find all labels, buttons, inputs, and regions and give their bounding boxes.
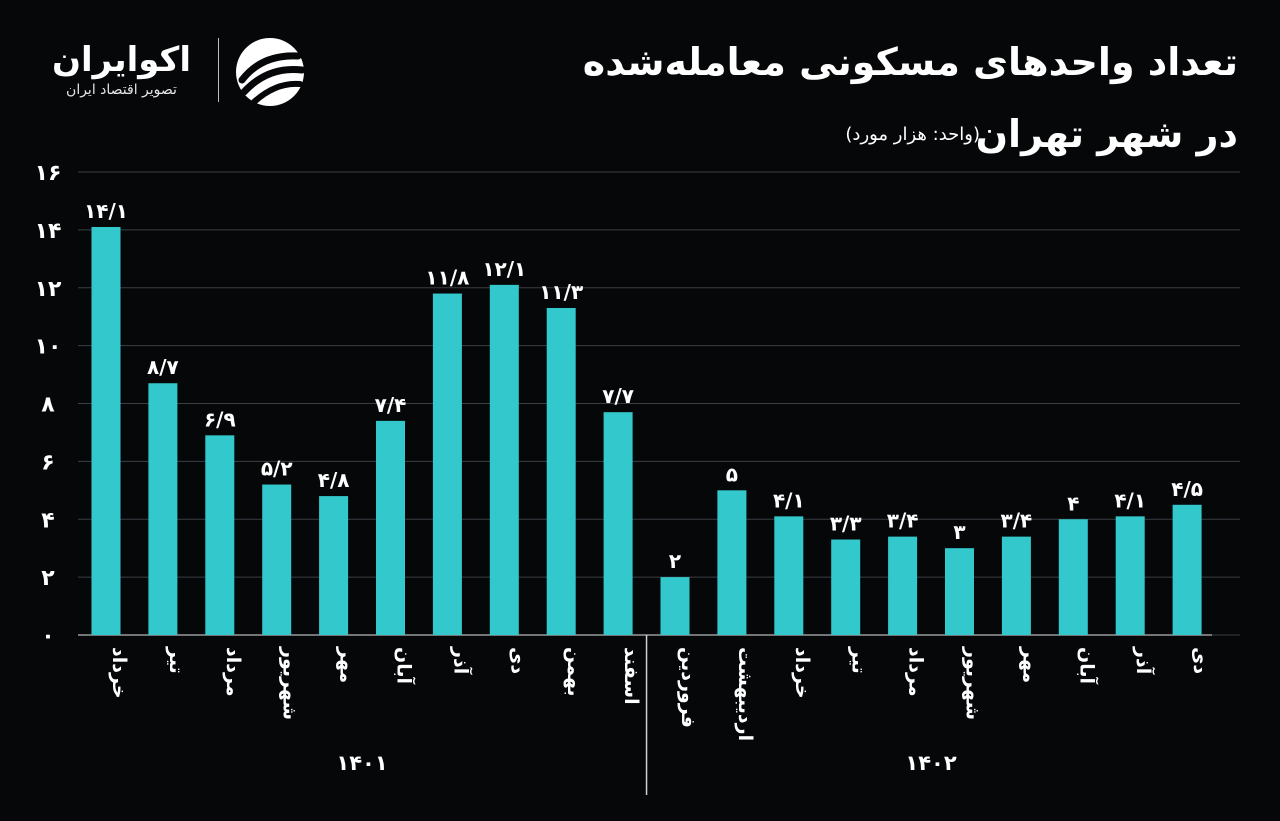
bar [205,435,235,635]
x-category-label: مرداد [222,647,244,697]
x-category-label: مرداد [905,647,927,697]
y-tick-label: ۱۰ [35,335,62,360]
y-tick-label: ۰ [41,624,54,649]
bar [831,539,861,635]
brand-swirl-icon [236,38,306,106]
bar [1172,504,1202,635]
chart-title-line1: تعداد واحدهای مسکونی معامله‌شده [582,40,1238,84]
x-category-label: مهر [1018,646,1040,683]
x-category-label: شهریور [962,646,984,720]
bar-value-label: ۱۲/۱ [482,257,526,281]
brand-name: اکوایران [52,40,191,80]
x-category-label: تیر [848,646,870,674]
y-tick-label: ۱۶ [35,161,62,186]
y-tick-label: ۱۴ [35,219,62,244]
bar-value-label: ۷/۷ [602,384,634,408]
bar-value-label: ۳/۳ [830,512,862,536]
bar-value-label: ۵/۲ [261,457,293,481]
bar-value-label: ۳/۴ [1001,509,1033,533]
x-category-label: اردیبهشت [734,647,756,741]
bar-value-label: ۳/۴ [887,509,919,533]
bar [888,536,918,635]
year-group-label: ۱۴۰۱ [336,751,387,775]
bar-value-label: ۴/۱ [773,488,805,512]
chart-title-line2: در شهر تهران [975,112,1238,156]
bar [262,484,292,635]
bar-value-label: ۷/۴ [375,393,407,417]
x-category-label: تیر [165,646,187,674]
x-category-label: آذر [1132,646,1156,675]
x-category-label: بهمن [563,647,585,697]
bar-value-label: ۴ [1067,491,1079,515]
x-category-label: آذر [449,646,473,675]
bar-value-label: ۱۱/۳ [539,280,583,304]
bar [603,412,633,635]
brand-logo-text: اکوایران تصویر اقتصاد ایران [52,40,191,98]
bar [1001,536,1031,635]
bar-value-label: ۱۱/۸ [425,266,469,290]
y-tick-label: ۲ [41,566,55,591]
y-tick-label: ۱۲ [35,277,62,302]
bar-value-label: ۱۴/۱ [84,199,128,223]
bar [546,308,576,635]
logo-divider [218,38,219,102]
x-category-label: آبان [393,647,417,684]
bar [774,516,804,635]
x-category-label: مهر [336,646,358,683]
bar [148,383,178,635]
bar [945,548,974,635]
bar-value-label: ۵ [726,462,738,486]
bar [91,226,121,635]
x-category-label: دی [506,647,528,674]
chart-unit: (واحد: هزار مورد) [845,124,980,145]
x-category-label: شهریور [279,646,301,720]
y-tick-label: ۶ [41,450,54,475]
x-category-label: خرداد [108,647,130,699]
brand-tagline: تصویر اقتصاد ایران [66,82,177,98]
bar [489,284,519,635]
bar-value-label: ۲ [669,549,681,573]
bar [319,496,349,635]
x-category-label: دی [1189,647,1211,674]
x-category-label: خرداد [791,647,813,699]
bar [717,490,747,635]
y-tick-label: ۴ [41,508,54,533]
bar [660,577,690,635]
bar-value-label: ۴/۸ [318,468,350,492]
year-group-label: ۱۴۰۲ [905,751,956,775]
bar [1058,519,1088,635]
bar [376,420,405,635]
y-tick-label: ۸ [41,393,55,418]
bar-value-label: ۴/۵ [1171,477,1203,501]
bar [1115,516,1145,635]
x-category-label: اسفند [620,647,642,705]
bar-value-label: ۸/۷ [147,355,179,379]
x-category-label: فروردین [677,647,699,728]
bar [432,293,462,635]
bar-value-label: ۴/۱ [1114,488,1146,512]
bar-value-label: ۳ [953,520,965,544]
bar-value-label: ۶/۹ [204,407,236,431]
x-category-label: آبان [1075,647,1099,684]
